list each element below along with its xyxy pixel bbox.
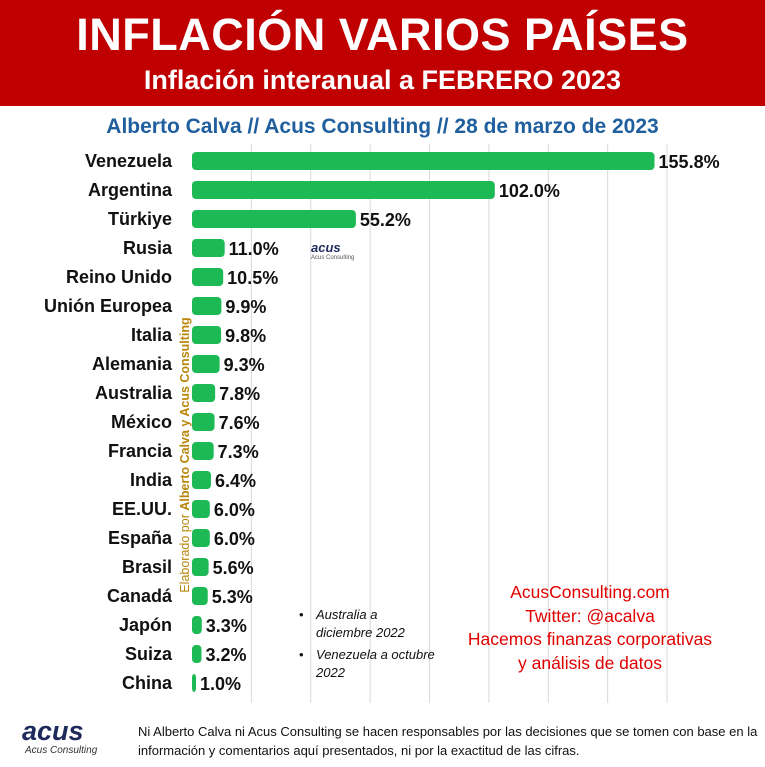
- bar: [192, 500, 210, 518]
- value-label: 5.3%: [212, 587, 253, 607]
- footer-logo-sub: Acus Consulting: [25, 745, 98, 756]
- value-label: 9.8%: [225, 326, 266, 346]
- bar: [192, 297, 222, 315]
- category-label: Reino Unido: [66, 267, 172, 287]
- bar: [192, 442, 214, 460]
- value-label: 10.5%: [227, 268, 278, 288]
- value-label: 6.4%: [215, 471, 256, 491]
- bar: [192, 645, 202, 663]
- note-item: • Venezuela a octubre 2022: [296, 646, 436, 682]
- bar: [192, 268, 224, 286]
- bar: [192, 471, 211, 489]
- notes-list: • Australia a diciembre 2022 • Venezuela a…: [296, 606, 436, 686]
- header-banner: INFLACIÓN VARIOS PAÍSES Inflación intera…: [0, 0, 765, 106]
- bar: [192, 558, 209, 576]
- bar: [192, 152, 655, 170]
- category-label: España: [108, 528, 173, 548]
- promo-twitter: Twitter: @acalva: [525, 605, 655, 626]
- category-label: Italia: [131, 325, 173, 345]
- category-label: Francia: [108, 441, 173, 461]
- value-label: 9.9%: [225, 297, 266, 317]
- mini-logo: acus Acus Consulting: [311, 241, 361, 262]
- credit-name: Alberto Calva y Acus Consulting: [178, 317, 192, 511]
- chart-title: INFLACIÓN VARIOS PAÍSES: [76, 9, 689, 60]
- bar: [192, 616, 202, 634]
- note-text: Australia a diciembre 2022: [316, 607, 405, 640]
- byline: Alberto Calva // Acus Consulting // 28 d…: [106, 115, 659, 138]
- value-label: 1.0%: [200, 674, 241, 694]
- category-label: China: [122, 673, 173, 693]
- category-label: Suiza: [125, 644, 173, 664]
- value-label: 11.0%: [229, 239, 279, 259]
- credit-prefix: Elaborado por: [178, 510, 192, 593]
- value-label: 6.0%: [214, 500, 255, 520]
- note-text: Venezuela a octubre 2022: [316, 647, 435, 680]
- promo-site: AcusConsulting.com: [510, 582, 670, 602]
- promo-block: AcusConsulting.com Twitter: @acalva Hace…: [440, 581, 740, 675]
- category-label: Venezuela: [85, 151, 173, 171]
- mini-logo-sub: Acus Consulting: [311, 255, 355, 261]
- category-label: Japón: [119, 615, 172, 635]
- bar: [192, 239, 225, 257]
- promo-line-1: Hacemos finanzas corporativas: [467, 629, 713, 649]
- value-label: 7.8%: [219, 384, 260, 404]
- category-label: Canadá: [107, 586, 173, 606]
- value-label: 7.3%: [218, 442, 259, 462]
- category-label: Alemania: [92, 354, 173, 374]
- value-label: 7.6%: [219, 413, 260, 433]
- promo-line-2: y análisis de datos: [518, 652, 662, 673]
- bar: [192, 355, 220, 373]
- note-item: • Australia a diciembre 2022: [296, 606, 436, 642]
- category-label: Rusia: [123, 238, 173, 258]
- chart-subtitle: Inflación interanual a FEBRERO 2023: [143, 65, 622, 95]
- value-label: 5.6%: [213, 558, 254, 578]
- category-label: México: [111, 412, 172, 432]
- category-label: EE.UU.: [112, 499, 172, 519]
- category-label: India: [130, 470, 173, 490]
- category-label: Australia: [95, 383, 173, 403]
- value-label: 102.0%: [499, 181, 560, 201]
- value-label: 9.3%: [224, 355, 265, 375]
- category-label: Unión Europea: [44, 296, 173, 316]
- grid-lines: [250, 144, 668, 703]
- value-label: 55.2%: [360, 210, 411, 230]
- category-label: Türkiye: [108, 209, 172, 229]
- disclaimer: Ni Alberto Calva ni Acus Consulting se h…: [138, 724, 758, 758]
- value-label: 6.0%: [214, 529, 255, 549]
- category-label: Brasil: [122, 557, 172, 577]
- bar: [192, 181, 495, 199]
- bar: [192, 587, 208, 605]
- bar-chart: Venezuela 155.8% Argentina 102.0% Türkiye 55.…: [44, 144, 720, 703]
- value-label: 3.3%: [206, 616, 247, 636]
- bullet-icon: •: [299, 607, 304, 622]
- bar: [192, 529, 210, 547]
- bar: [192, 674, 196, 692]
- bar: [192, 384, 216, 402]
- bars: Venezuela 155.8% Argentina 102.0% Türkiye 55.…: [44, 151, 720, 694]
- value-label: 155.8%: [659, 152, 720, 172]
- bar: [192, 326, 222, 344]
- footer-logo: acus Acus Consulting: [22, 718, 112, 757]
- footer-logo-word: acus: [22, 716, 84, 746]
- bullet-icon: •: [299, 647, 304, 662]
- bar: [192, 413, 215, 431]
- mini-logo-word: acus: [311, 240, 341, 255]
- value-label: 3.2%: [206, 645, 247, 665]
- vertical-credit: Elaborado por Alberto Calva y Acus Consu…: [177, 295, 193, 615]
- category-label: Argentina: [88, 180, 173, 200]
- bar: [192, 210, 356, 228]
